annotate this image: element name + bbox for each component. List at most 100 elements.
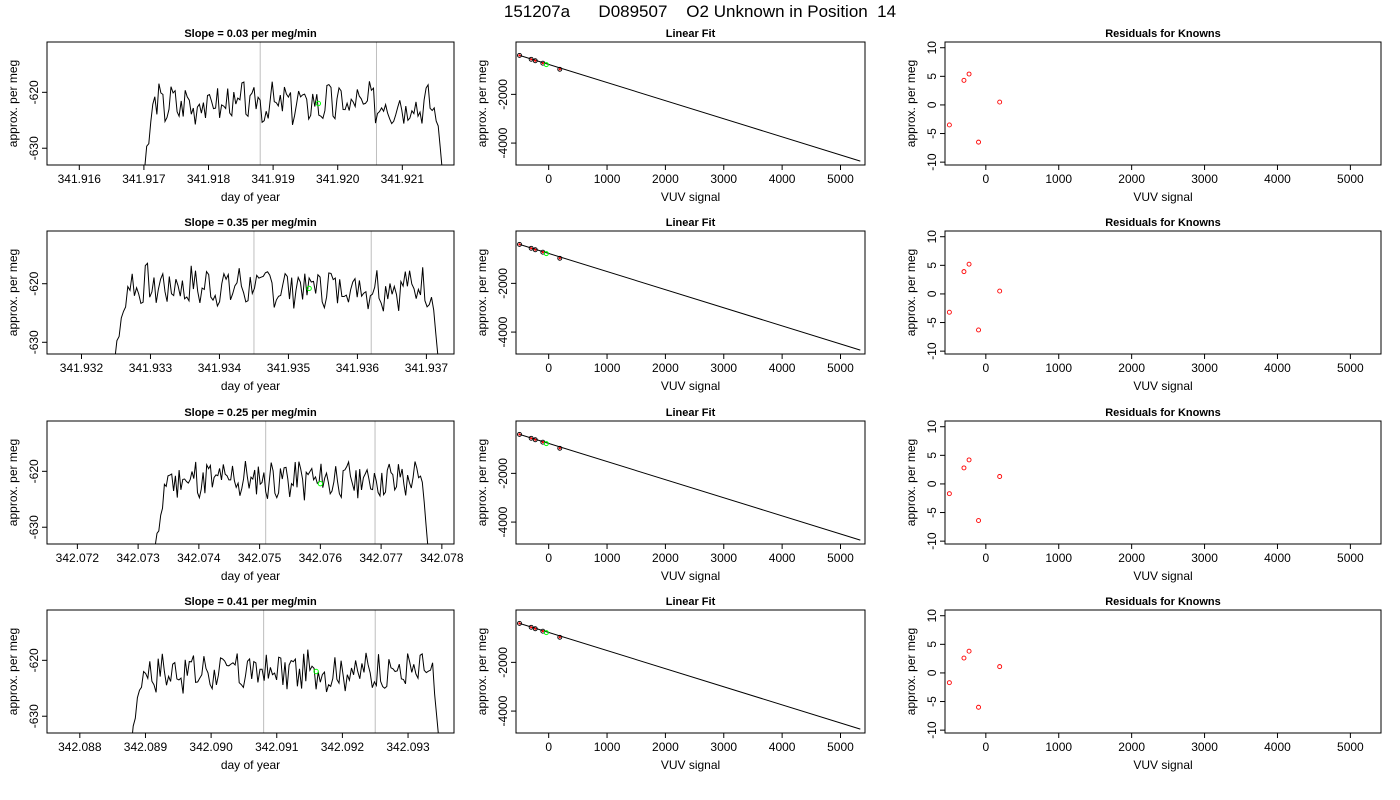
y-tick-label: 0 (925, 480, 939, 487)
x-tick-label: 341.919 (251, 172, 295, 186)
y-tick-label: -620 (27, 80, 41, 104)
y-tick-label: -4000 (496, 127, 510, 158)
plot-area (144, 42, 443, 165)
x-axis-label: day of year (221, 569, 280, 583)
x-tick-label: 3000 (710, 172, 737, 186)
known-point (517, 52, 522, 58)
y-axis-label: approx. per meg (475, 628, 489, 715)
x-tick-label: 3000 (1191, 551, 1218, 565)
x-tick-label: 1000 (1045, 740, 1072, 754)
x-tick-label: 342.090 (189, 740, 233, 754)
plot-frame (944, 41, 1382, 166)
y-tick-label: 5 (925, 452, 939, 459)
plot-area (946, 71, 1003, 145)
y-tick-label: -10 (925, 342, 939, 360)
known-point (517, 431, 522, 437)
data-trace (132, 649, 439, 733)
x-tick-label: 3000 (1191, 740, 1218, 754)
known-point (961, 465, 967, 471)
plot-frame (515, 609, 866, 734)
plot-frame (944, 230, 1382, 355)
panel-title: Linear Fit (666, 407, 716, 419)
x-tick-label: 342.077 (359, 551, 403, 565)
x-tick-label: 5000 (1337, 551, 1364, 565)
plot-frame (515, 420, 866, 545)
plot-area (517, 620, 861, 730)
panel-6: Residuals for Knowns 0 1000 2000 3000 4000 500… (904, 217, 1382, 393)
known-point-center (534, 438, 537, 441)
mean-point (315, 100, 322, 107)
known-point (557, 634, 563, 640)
plot-frame (515, 41, 866, 166)
y-tick-label: -5 (925, 507, 939, 518)
known-point (528, 624, 534, 630)
panel-9: Residuals for Knowns 0 1000 2000 3000 4000 500… (904, 407, 1382, 583)
y-tick-label: -630 (27, 704, 41, 728)
plot-frame (46, 41, 455, 166)
y-tick-label: -2000 (496, 268, 510, 299)
y-tick-label: -2000 (496, 79, 510, 110)
x-axis-label: VUV signal (661, 379, 720, 393)
x-tick-label: 5000 (1337, 740, 1364, 754)
panel-title: Residuals for Knowns (1105, 217, 1221, 229)
fit-line (519, 54, 861, 162)
known-point (966, 648, 972, 654)
panel-title: Residuals for Knowns (1105, 596, 1221, 608)
plot-frame (46, 609, 455, 734)
known-point-center (518, 622, 521, 625)
known-point (532, 626, 538, 632)
x-tick-label: 2000 (1118, 551, 1145, 565)
fit-line (519, 433, 861, 541)
x-tick-label: 341.934 (198, 361, 242, 375)
known-point (961, 269, 967, 275)
x-tick-label: 2000 (1118, 172, 1145, 186)
plot-frame (944, 609, 1382, 734)
y-tick-label: -5 (925, 696, 939, 707)
known-point-center (558, 68, 561, 71)
x-tick-label: 3000 (710, 361, 737, 375)
x-tick-label: 2000 (652, 172, 679, 186)
y-axis-label: approx. per meg (6, 60, 20, 147)
known-point (517, 620, 522, 626)
y-axis-label: approx. per meg (904, 439, 918, 526)
plot-area (517, 241, 861, 351)
known-point-center (530, 58, 533, 61)
x-tick-label: 341.920 (316, 172, 360, 186)
x-tick-label: 2000 (652, 551, 679, 565)
panel-7: Slope = 0.25 per meg/min 342.072 342.073 34… (6, 407, 464, 583)
x-tick-label: 5000 (827, 172, 854, 186)
x-tick-label: 1000 (594, 172, 621, 186)
y-tick-label: -5 (925, 317, 939, 328)
panel-title: Residuals for Knowns (1105, 28, 1221, 40)
y-tick-label: 10 (925, 230, 939, 244)
x-tick-label: 5000 (1337, 361, 1364, 375)
y-tick-label: -10 (925, 153, 939, 171)
x-tick-label: 1000 (594, 361, 621, 375)
y-tick-label: -4000 (496, 695, 510, 726)
x-axis-label: VUV signal (1133, 190, 1192, 204)
y-tick-label: -4000 (496, 506, 510, 537)
known-point (528, 245, 534, 251)
panel-title: Linear Fit (666, 596, 716, 608)
x-axis-label: day of year (221, 379, 280, 393)
x-tick-label: 341.937 (405, 361, 449, 375)
y-tick-label: 0 (925, 290, 939, 297)
known-point-center (541, 441, 544, 444)
plot-area (946, 648, 1003, 710)
x-tick-label: 4000 (1264, 361, 1291, 375)
x-tick-label: 5000 (1337, 172, 1364, 186)
x-tick-label: 4000 (769, 740, 796, 754)
x-tick-label: 341.936 (336, 361, 380, 375)
plot-area (517, 431, 861, 541)
known-point-center (534, 248, 537, 251)
plot-area (132, 610, 439, 733)
panel-10: Slope = 0.41 per meg/min 342.088 342.089 34… (6, 596, 455, 772)
known-point (946, 491, 952, 497)
known-point (532, 58, 538, 64)
panel-title: Slope = 0.35 per meg/min (184, 217, 317, 229)
known-point (517, 241, 522, 247)
y-axis-label: approx. per meg (904, 60, 918, 147)
y-tick-label: -5 (925, 128, 939, 139)
plot-frame (515, 230, 866, 355)
plot-frame (46, 420, 455, 545)
